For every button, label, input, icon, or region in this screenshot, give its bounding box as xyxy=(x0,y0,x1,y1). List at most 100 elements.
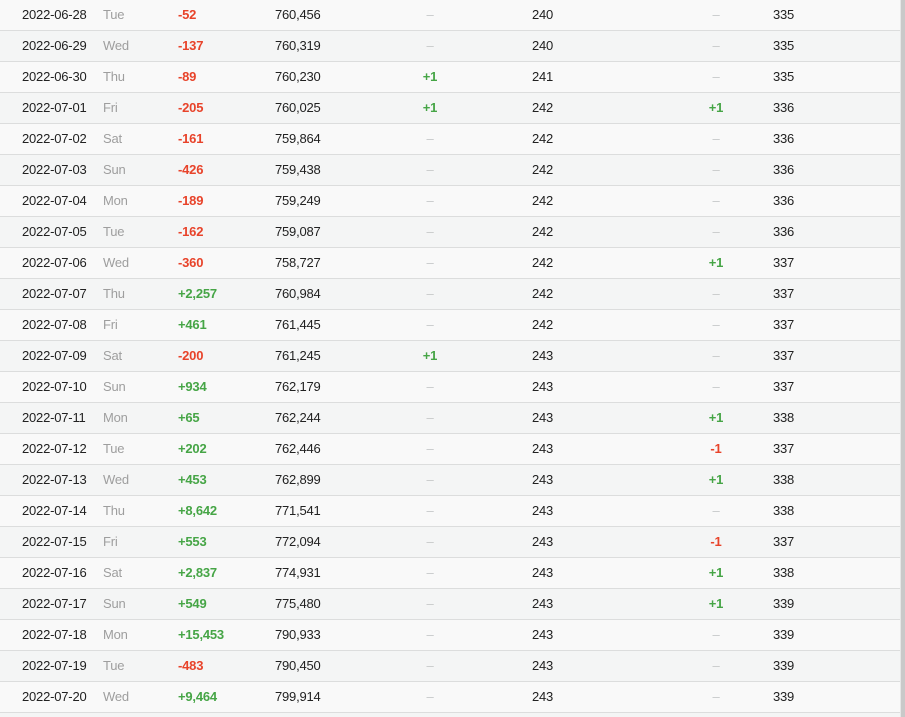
cell-change-2: – xyxy=(426,503,434,518)
table-row: 2022-07-11 Mon +65 762,244 – 243 +1 338 xyxy=(0,403,901,434)
cell-count-2: 243 xyxy=(532,472,554,487)
cell-date: 2022-07-01 xyxy=(22,100,87,115)
cell-total: 762,244 xyxy=(275,410,321,425)
cell-count-3: 336 xyxy=(773,131,795,146)
table-row: 2022-07-01 Fri -205 760,025 +1 242 +1 33… xyxy=(0,93,901,124)
cell-change-3: – xyxy=(712,162,720,177)
cell-count-2: 241 xyxy=(532,69,554,84)
cell-count-3: 338 xyxy=(773,410,795,425)
cell-weekday: Fri xyxy=(103,317,118,332)
cell-daily-change: -360 xyxy=(178,255,204,270)
cell-count-2: 242 xyxy=(532,100,554,115)
cell-total: 759,438 xyxy=(275,162,321,177)
cell-count-2: 240 xyxy=(532,7,554,22)
cell-daily-change: -200 xyxy=(178,348,204,363)
cell-total: 790,933 xyxy=(275,627,321,642)
cell-daily-change: +15,453 xyxy=(178,627,224,642)
table-row: 2022-07-18 Mon +15,453 790,933 – 243 – 3… xyxy=(0,620,901,651)
table-row: 2022-07-20 Wed +9,464 799,914 – 243 – 33… xyxy=(0,682,901,713)
cell-weekday: Wed xyxy=(103,255,129,270)
cell-total: 760,984 xyxy=(275,286,321,301)
cell-change-3: – xyxy=(712,627,720,642)
cell-change-3: – xyxy=(712,131,720,146)
cell-date: 2022-07-09 xyxy=(22,348,87,363)
partial-next-row xyxy=(0,713,901,717)
cell-change-3: +1 xyxy=(708,472,724,487)
cell-weekday: Sun xyxy=(103,162,126,177)
cell-change-2: – xyxy=(426,193,434,208)
table-row: 2022-07-09 Sat -200 761,245 +1 243 – 337 xyxy=(0,341,901,372)
cell-weekday: Thu xyxy=(103,69,125,84)
cell-count-3: 337 xyxy=(773,441,795,456)
cell-count-3: 337 xyxy=(773,534,795,549)
cell-weekday: Wed xyxy=(103,472,129,487)
cell-total: 761,445 xyxy=(275,317,321,332)
cell-daily-change: +549 xyxy=(178,596,207,611)
cell-change-3: – xyxy=(712,7,720,22)
cell-change-2: – xyxy=(426,627,434,642)
table-row: 2022-07-13 Wed +453 762,899 – 243 +1 338 xyxy=(0,465,901,496)
cell-date: 2022-07-10 xyxy=(22,379,87,394)
cell-date: 2022-07-18 xyxy=(22,627,87,642)
cell-weekday: Sun xyxy=(103,596,126,611)
table-row: 2022-06-28 Tue -52 760,456 – 240 – 335 xyxy=(0,0,901,31)
cell-change-2: – xyxy=(426,410,434,425)
cell-count-3: 336 xyxy=(773,193,795,208)
table-row: 2022-07-19 Tue -483 790,450 – 243 – 339 xyxy=(0,651,901,682)
cell-date: 2022-07-11 xyxy=(22,410,86,425)
cell-daily-change: -483 xyxy=(178,658,204,673)
cell-date: 2022-07-04 xyxy=(22,193,87,208)
cell-change-2: +1 xyxy=(422,69,438,84)
cell-weekday: Thu xyxy=(103,286,125,301)
cell-count-3: 336 xyxy=(773,162,795,177)
cell-total: 775,480 xyxy=(275,596,321,611)
cell-count-2: 243 xyxy=(532,379,554,394)
cell-date: 2022-07-05 xyxy=(22,224,87,239)
cell-count-2: 243 xyxy=(532,534,554,549)
cell-date: 2022-07-12 xyxy=(22,441,87,456)
cell-daily-change: -189 xyxy=(178,193,204,208)
cell-date: 2022-07-20 xyxy=(22,689,87,704)
cell-weekday: Sat xyxy=(103,131,122,146)
cell-date: 2022-06-28 xyxy=(22,7,87,22)
cell-count-3: 336 xyxy=(773,224,795,239)
cell-count-3: 335 xyxy=(773,69,795,84)
cell-daily-change: -162 xyxy=(178,224,204,239)
cell-total: 771,541 xyxy=(275,503,321,518)
cell-weekday: Thu xyxy=(103,503,125,518)
cell-change-3: – xyxy=(712,193,720,208)
cell-change-3: +1 xyxy=(708,410,724,425)
cell-total: 760,319 xyxy=(275,38,321,53)
table-row: 2022-07-07 Thu +2,257 760,984 – 242 – 33… xyxy=(0,279,901,310)
cell-count-2: 243 xyxy=(532,503,554,518)
cell-daily-change: -205 xyxy=(178,100,204,115)
cell-change-2: – xyxy=(426,472,434,487)
table-row: 2022-07-15 Fri +553 772,094 – 243 -1 337 xyxy=(0,527,901,558)
cell-total: 759,864 xyxy=(275,131,321,146)
cell-count-3: 338 xyxy=(773,472,795,487)
cell-date: 2022-07-17 xyxy=(22,596,87,611)
cell-change-3: – xyxy=(712,503,720,518)
cell-daily-change: +9,464 xyxy=(178,689,217,704)
cell-change-2: – xyxy=(426,565,434,580)
cell-total: 760,230 xyxy=(275,69,321,84)
cell-change-2: – xyxy=(426,317,434,332)
cell-weekday: Sat xyxy=(103,565,122,580)
cell-change-3: – xyxy=(712,224,720,239)
cell-daily-change: -137 xyxy=(178,38,204,53)
table-row: 2022-07-17 Sun +549 775,480 – 243 +1 339 xyxy=(0,589,901,620)
cell-date: 2022-07-14 xyxy=(22,503,87,518)
cell-total: 759,249 xyxy=(275,193,321,208)
table-row: 2022-07-10 Sun +934 762,179 – 243 – 337 xyxy=(0,372,901,403)
vertical-scrollbar[interactable] xyxy=(901,0,905,717)
cell-total: 760,456 xyxy=(275,7,321,22)
cell-change-3: – xyxy=(712,286,720,301)
cell-change-2: – xyxy=(426,596,434,611)
cell-daily-change: +2,837 xyxy=(178,565,217,580)
cell-change-2: – xyxy=(426,255,434,270)
cell-change-2: – xyxy=(426,7,434,22)
cell-date: 2022-07-08 xyxy=(22,317,87,332)
cell-count-2: 240 xyxy=(532,38,554,53)
cell-change-3: – xyxy=(712,689,720,704)
